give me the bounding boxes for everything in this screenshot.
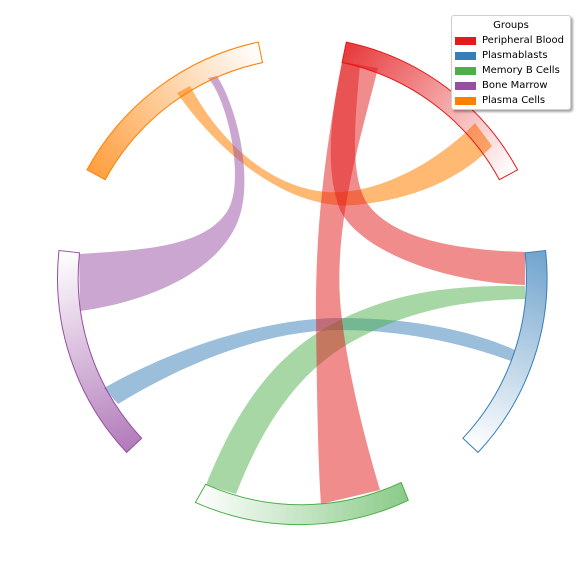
arc-plasmablasts: [462, 249, 548, 454]
legend-item-plasmablasts: Plasmablasts: [452, 48, 570, 63]
legend-swatch: [455, 96, 476, 105]
legend-label: Bone Marrow: [482, 80, 548, 91]
legend-item-memory-b-cells: Memory B Cells: [452, 63, 570, 78]
legend-title: Groups: [493, 20, 529, 31]
ribbon-bone-marrow-bone-marrow: [79, 76, 245, 311]
legend-item-plasma-cells: Plasma Cells: [452, 93, 570, 108]
legend-item-bone-marrow: Bone Marrow: [452, 78, 570, 93]
arc-memory-b-cells: [194, 481, 409, 526]
legend-item-peripheral-blood: Peripheral Blood: [452, 33, 570, 48]
ribbon-memory-b-cells-plasmablasts: [206, 285, 525, 494]
legend-label: Memory B Cells: [482, 65, 560, 76]
legend-swatch: [455, 51, 476, 60]
arc-peripheral-blood: [341, 41, 519, 181]
legend-swatch: [455, 36, 476, 45]
legend-label: Peripheral Blood: [482, 35, 564, 46]
legend-swatch: [455, 66, 476, 75]
legend-swatch: [455, 81, 476, 90]
legend-label: Plasmablasts: [482, 50, 548, 61]
arc-plasma-cells: [86, 41, 264, 181]
ribbon-plasmablasts-bone-marrow: [104, 318, 515, 404]
ribbon-peripheral-blood-plasmablasts: [330, 62, 525, 285]
legend: Groups Peripheral Blood Plasmablasts Mem…: [451, 15, 571, 110]
ribbon-plasma-cells-peripheral-blood: [177, 86, 492, 206]
arc-bone-marrow: [57, 249, 143, 454]
legend-label: Plasma Cells: [482, 95, 546, 106]
